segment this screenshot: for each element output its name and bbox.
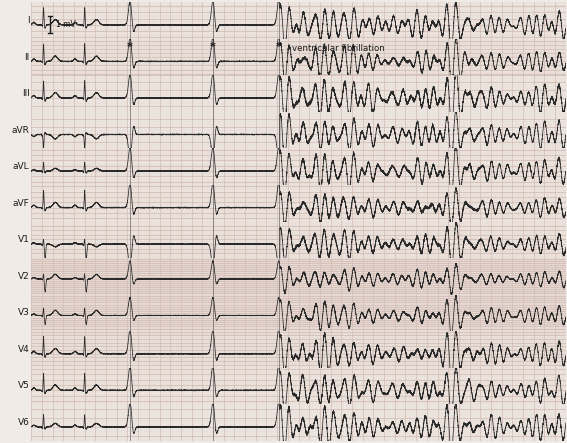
Text: III: III xyxy=(22,89,29,98)
Text: *: * xyxy=(210,42,216,52)
Text: ventricular fibrillation: ventricular fibrillation xyxy=(292,44,385,53)
Text: aVL: aVL xyxy=(13,162,29,171)
Text: aVF: aVF xyxy=(13,199,29,208)
Text: 1 mV: 1 mV xyxy=(56,20,76,29)
Text: *: * xyxy=(276,42,282,52)
Text: *: * xyxy=(127,42,133,52)
Text: aVR: aVR xyxy=(12,126,29,135)
Text: V3: V3 xyxy=(18,308,29,317)
Text: V6: V6 xyxy=(18,418,29,427)
Text: II: II xyxy=(24,53,29,62)
Text: I: I xyxy=(27,16,29,25)
Text: V2: V2 xyxy=(18,272,29,281)
Text: V4: V4 xyxy=(18,345,29,354)
Text: V5: V5 xyxy=(18,381,29,390)
Text: V1: V1 xyxy=(18,235,29,244)
